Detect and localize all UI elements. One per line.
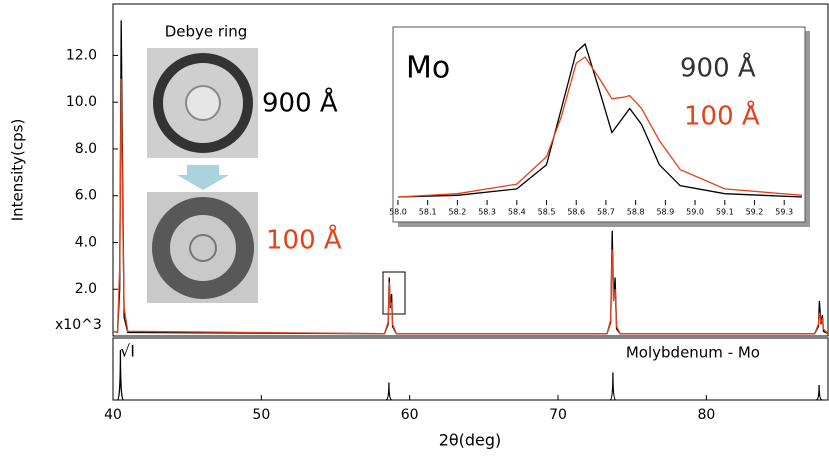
debye-images bbox=[147, 48, 258, 303]
x-tick-label: 59.2 bbox=[746, 208, 764, 217]
x-tick-label: 58.7 bbox=[597, 208, 615, 217]
x-tick-label: 80 bbox=[697, 407, 715, 423]
y-tick-label: 10.0 bbox=[66, 94, 97, 110]
x-tick-label: 58.8 bbox=[627, 208, 645, 217]
x-tick-label: 58.0 bbox=[389, 208, 407, 217]
x-tick-label: 70 bbox=[549, 407, 567, 423]
x-tick-label: 58.1 bbox=[419, 208, 437, 217]
x-tick-label: 58.9 bbox=[656, 208, 674, 217]
inset-title: Mo bbox=[406, 51, 450, 86]
x-tick-label: 58.5 bbox=[538, 208, 556, 217]
x-tick-label: 58.4 bbox=[508, 208, 526, 217]
x-tick-label: 60 bbox=[401, 407, 419, 423]
legend-label: 900 Å bbox=[680, 52, 756, 84]
x-tick-label: 58.3 bbox=[478, 208, 496, 217]
legend-label: 100 Å bbox=[684, 100, 760, 132]
y-tick-label: 8.0 bbox=[75, 141, 97, 157]
reference-y-label: √I bbox=[120, 342, 135, 361]
stick bbox=[816, 385, 822, 400]
x-tick-label: 59.3 bbox=[775, 208, 793, 217]
y-tick-label: 4.0 bbox=[75, 234, 97, 250]
x-tick-label: 58.2 bbox=[448, 208, 466, 217]
beam-stop bbox=[186, 86, 220, 120]
reference-title: Molybdenum - Mo bbox=[626, 344, 760, 362]
stick bbox=[386, 383, 392, 401]
y-axis-label: Intensity(cps) bbox=[9, 119, 27, 222]
y-tick-label: 6.0 bbox=[75, 188, 97, 204]
x-tick-label: 50 bbox=[252, 407, 270, 423]
legend-label: 900 Å bbox=[262, 87, 338, 119]
legend-label: 100 Å bbox=[266, 224, 342, 256]
x-tick-label: 59.1 bbox=[716, 208, 734, 217]
y-tick-label: 2.0 bbox=[75, 281, 97, 297]
stick bbox=[610, 373, 616, 401]
image-title: Debye ring bbox=[165, 23, 248, 41]
y-tick-label: 12.0 bbox=[66, 47, 97, 63]
y-multiplier: x10^3 bbox=[55, 317, 102, 333]
x-tick-label: 40 bbox=[104, 407, 122, 423]
arrow bbox=[177, 165, 229, 190]
page: Debye ring 900 Å 100 Å Intensity(cps) x1… bbox=[0, 0, 829, 456]
chart: Debye ring 900 Å 100 Å Intensity(cps) x1… bbox=[0, 0, 829, 456]
x-tick-label: 58.6 bbox=[567, 208, 585, 217]
zoom-box bbox=[383, 272, 405, 314]
x-axis-label: 2θ(deg) bbox=[439, 431, 502, 450]
x-tick-label: 59.0 bbox=[686, 208, 704, 217]
